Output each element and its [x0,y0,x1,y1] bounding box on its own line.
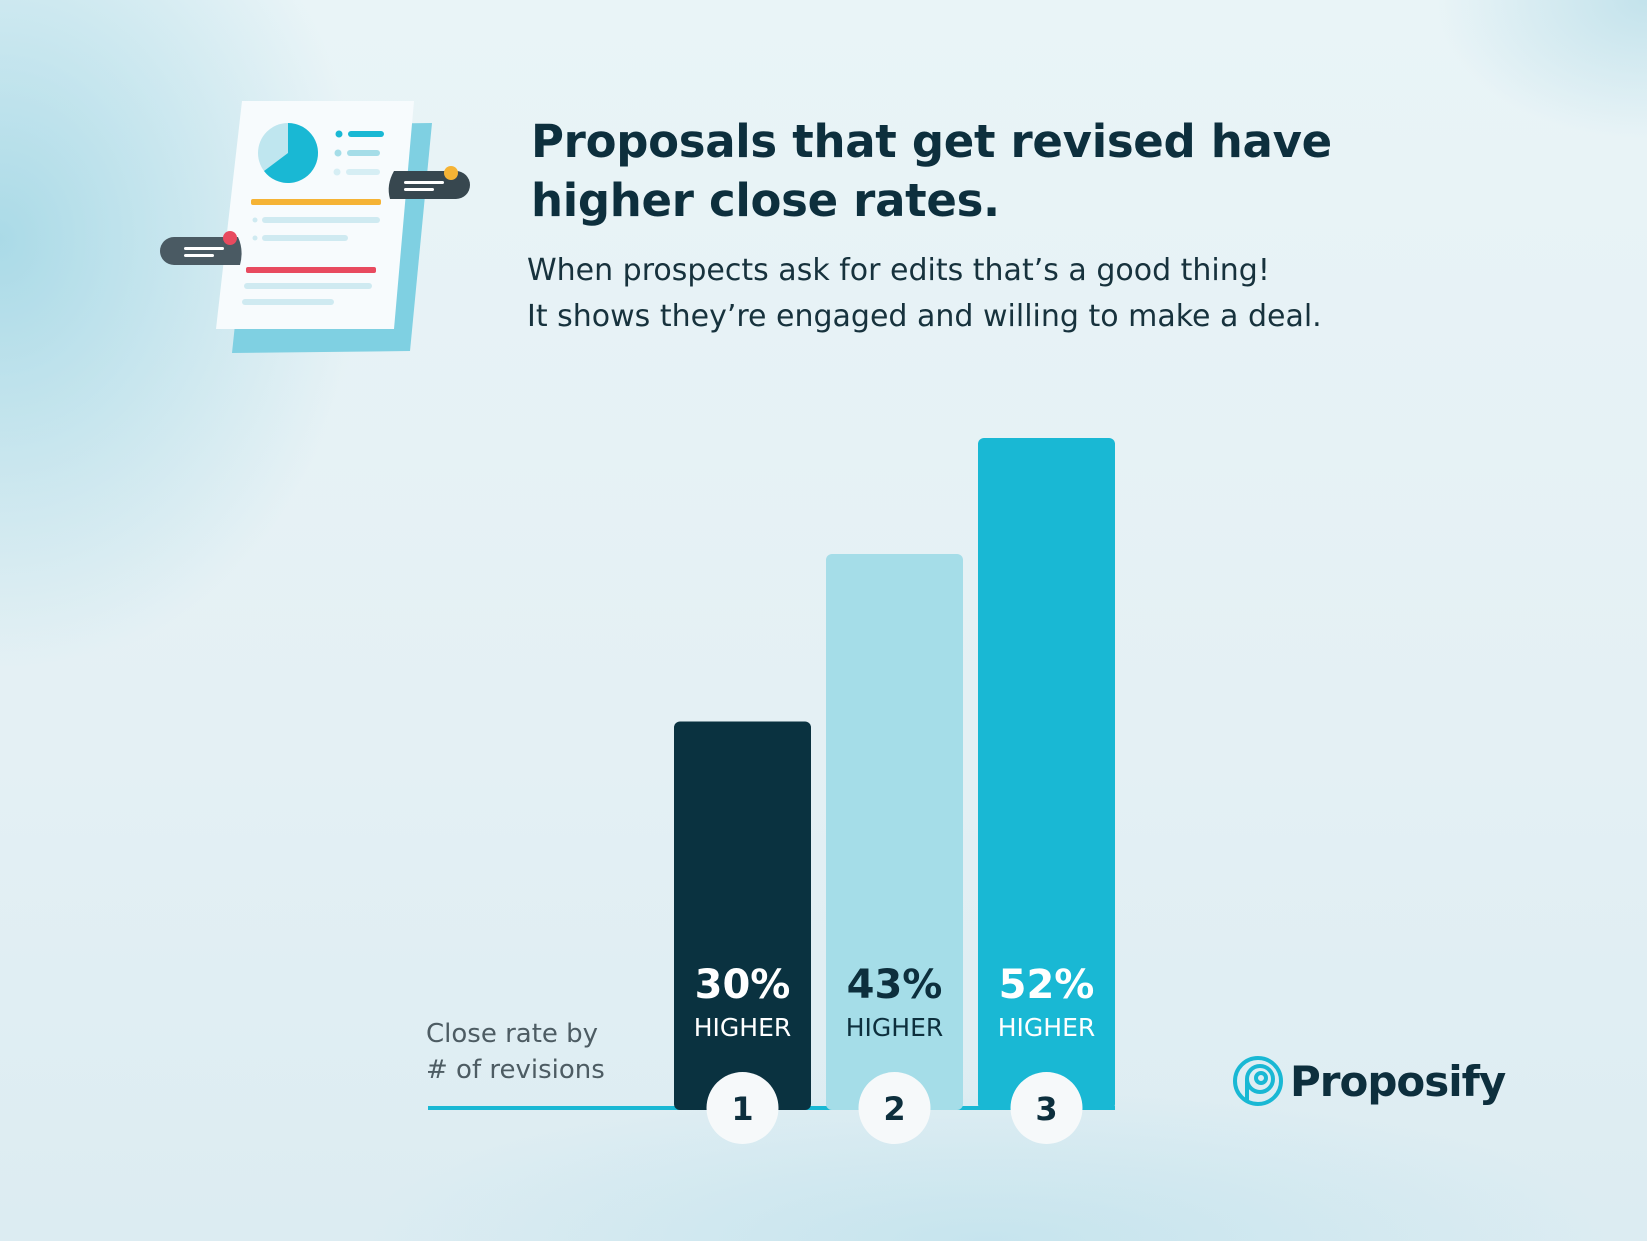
bar-sublabel-3: HIGHER [998,1013,1096,1042]
chart-title-line-2: higher close rates. [531,174,1000,227]
proposify-logo-icon [1233,1056,1283,1106]
proposify-logo: Proposify [1232,1055,1506,1107]
bar-sublabel-1: HIGHER [694,1013,792,1042]
chart-title-line-1: Proposals that get revised have [531,115,1332,168]
category-circle-1 [706,1072,779,1144]
bar-3 [978,438,1115,1110]
chart-subtitle-line-1: When prospects ask for edits that’s a go… [527,253,1270,288]
chart-subtitle-line-2: It shows they’re engaged and willing to … [527,299,1322,334]
category-circle-2 [858,1072,931,1144]
bar-sublabel-2: HIGHER [846,1013,944,1042]
chart-title: Proposals that get revised have higher c… [531,112,1431,230]
x-axis-caption-line-2: # of revisions [426,1055,605,1085]
bar-value-label-2: 43% [847,962,943,1008]
bar-value-label-1: 30% [695,962,791,1008]
category-label-3: 3 [1035,1090,1057,1128]
bar-1 [674,721,811,1110]
brand-name: Proposify [1290,1056,1506,1106]
category-label-2: 2 [883,1090,905,1128]
proposal-document-illustration [160,101,470,353]
category-label-1: 1 [731,1090,753,1128]
category-circle-3 [1010,1072,1083,1144]
x-axis-caption-line-1: Close rate by [426,1019,599,1049]
bar-2 [826,553,963,1110]
bar-value-label-3: 52% [999,962,1095,1008]
chart-subtitle: When prospects ask for edits that’s a go… [527,248,1487,340]
x-axis-caption: Close rate by # of revisions [426,1016,605,1088]
